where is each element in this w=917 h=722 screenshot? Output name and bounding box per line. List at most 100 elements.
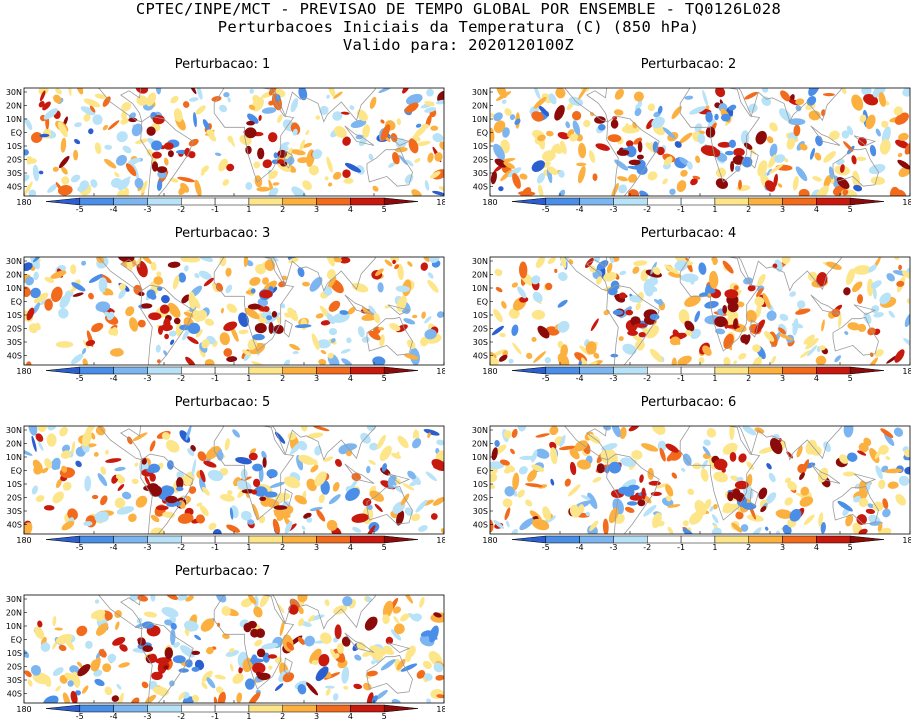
latitude-tick-label: 10S (473, 142, 488, 151)
colorbar-tick-label: 3 (314, 712, 319, 719)
latitude-tick-label: 30N (6, 426, 22, 435)
temperature-perturbation-map: 30N20N10NEQ10S20S30S40S180120W60W060E120… (6, 87, 445, 212)
colorbar-tick-label: 5 (848, 374, 853, 381)
colorbar-tick-label: 3 (780, 205, 785, 212)
coastlines (98, 257, 413, 365)
colorbar: -5 -4 -3 -2 -1 1 2 3 4 5 (511, 197, 885, 212)
colorbar-tick-label: -5 (76, 712, 84, 719)
colorbar-tick-label: -5 (76, 543, 84, 550)
colorbar-tick-label: -2 (643, 205, 651, 212)
temperature-perturbation-map: 30N20N10NEQ10S20S30S40S180120W60W060E120… (472, 425, 911, 550)
colorbar-tick-label: 1 (712, 205, 717, 212)
latitude-tick-label: EQ (11, 467, 22, 476)
latitude-tick-label: 30N (472, 257, 488, 266)
latitude-tick-label: 20S (7, 156, 22, 165)
latitude-tick-label: 30N (472, 426, 488, 435)
colorbar-tick-label: -3 (610, 543, 618, 550)
coastlines (564, 88, 879, 196)
colorbar-tick-label: -2 (643, 374, 651, 381)
colorbar-tick-label: -2 (177, 374, 185, 381)
latitude-tick-label: 20S (473, 156, 488, 165)
latitude-tick-label: 40S (7, 690, 22, 699)
colorbar-tick-label: 4 (814, 543, 819, 550)
longitude-tick-label: 180 (16, 536, 31, 545)
colorbar-tick-label: -2 (643, 543, 651, 550)
longitude-tick-label: 180 (16, 198, 31, 207)
latitude-tick-label: 40S (473, 352, 488, 361)
colorbar-tick-label: -4 (110, 374, 118, 381)
longitude-tick-label: 180 (902, 367, 911, 376)
latitude-tick-label: 30S (7, 338, 22, 347)
colorbar-tick-label: 2 (280, 374, 285, 381)
latitude-tick-label: 20N (6, 440, 22, 449)
colorbar-tick-label: 1 (246, 543, 251, 550)
perturbation-field (24, 426, 444, 534)
perturbation-field (24, 88, 444, 196)
latitude-tick-label: 30S (473, 338, 488, 347)
colorbar-tick-label: -3 (144, 543, 152, 550)
colorbar-tick-label: -4 (576, 543, 584, 550)
coastlines (98, 88, 413, 196)
figure-title-line-1: CPTEC/INPE/MCT - PREVISAO DE TEMPO GLOBA… (135, 0, 782, 18)
colorbar-tick-label: 5 (848, 205, 853, 212)
figure-title-line-3: Valido para: 2020120100Z (342, 36, 575, 54)
latitude-tick-label: EQ (477, 129, 488, 138)
colorbar-tick-label: 2 (280, 712, 285, 719)
perturbation-panel-7: Perturbacao: 7 30N 20N 10N EQ 10S 20S 30S 40S 180… (0, 564, 445, 720)
temperature-perturbation-map: 30N20N10NEQ10S20S30S40S180120W60W060E120… (472, 256, 911, 381)
colorbar-tick-label: -4 (110, 712, 118, 719)
perturbation-field (24, 257, 444, 365)
panel-title: Perturbacao: 7 (174, 564, 271, 579)
latitude-tick-label: 40S (7, 352, 22, 361)
colorbar-tick-label: -3 (144, 205, 152, 212)
panel-title: Perturbacao: 3 (174, 226, 271, 241)
latitude-tick-label: 20N (472, 440, 488, 449)
longitude-tick-label: 180 (436, 536, 445, 545)
latitude-tick-label: EQ (11, 636, 22, 645)
colorbar-tick-label: 5 (848, 543, 853, 550)
latitude-tick-label: 20S (473, 325, 488, 334)
colorbar-tick-label: -5 (542, 374, 550, 381)
coastlines (98, 426, 413, 534)
colorbar-tick-label: 4 (814, 374, 819, 381)
latitude-tick-label: 10N (472, 115, 488, 124)
longitude-tick-label: 180 (482, 536, 497, 545)
latitude-tick-label: 40S (473, 521, 488, 530)
latitude-tick-label: 30N (472, 88, 488, 97)
latitude-tick-label: 10S (473, 480, 488, 489)
colorbar: -5 -4 -3 -2 -1 1 2 3 4 5 (45, 197, 419, 212)
colorbar-tick-label: 2 (746, 543, 751, 550)
longitude-tick-label: 180 (436, 705, 445, 714)
colorbar-tick-label: -3 (144, 712, 152, 719)
latitude-tick-label: 10N (6, 284, 22, 293)
colorbar: -5 -4 -3 -2 -1 1 2 3 4 5 (45, 535, 419, 550)
colorbar-tick-label: 1 (712, 374, 717, 381)
colorbar-tick-label: 3 (314, 543, 319, 550)
latitude-tick-label: 20S (7, 663, 22, 672)
colorbar-tick-label: 3 (314, 374, 319, 381)
colorbar-tick-label: 3 (780, 374, 785, 381)
coastlines (564, 257, 879, 365)
latitude-tick-label: 20S (7, 494, 22, 503)
colorbar-tick-label: 4 (348, 543, 353, 550)
colorbar: -5 -4 -3 -2 -1 1 2 3 4 5 (45, 704, 419, 719)
colorbar-tick-label: -1 (677, 543, 685, 550)
latitude-tick-label: 20N (472, 102, 488, 111)
colorbar-tick-label: 2 (280, 543, 285, 550)
colorbar-tick-label: -1 (677, 205, 685, 212)
perturbation-panel-4: Perturbacao: 4 30N 20N 10N EQ 10S 20S 30S 40S 180… (466, 227, 911, 382)
perturbation-field (490, 257, 910, 365)
colorbar-tick-label: 4 (348, 205, 353, 212)
latitude-tick-label: 10N (6, 453, 22, 462)
longitude-tick-label: 180 (16, 367, 31, 376)
perturbation-panel-1: Perturbacao: 1 30N 20N 10N EQ 10S 20S 30S 40S 180… (0, 58, 445, 213)
colorbar: -5 -4 -3 -2 -1 1 2 3 4 5 (45, 366, 419, 381)
colorbar-tick-label: -1 (211, 712, 219, 719)
perturbation-panel-6: Perturbacao: 6 30N 20N 10N EQ 10S 20S 30S 40S 180… (466, 396, 911, 551)
latitude-tick-label: 10S (473, 311, 488, 320)
colorbar-tick-label: -3 (610, 374, 618, 381)
latitude-tick-label: 40S (7, 521, 22, 530)
latitude-tick-label: 30S (473, 507, 488, 516)
colorbar-tick-label: -3 (144, 374, 152, 381)
latitude-tick-label: 20S (473, 494, 488, 503)
